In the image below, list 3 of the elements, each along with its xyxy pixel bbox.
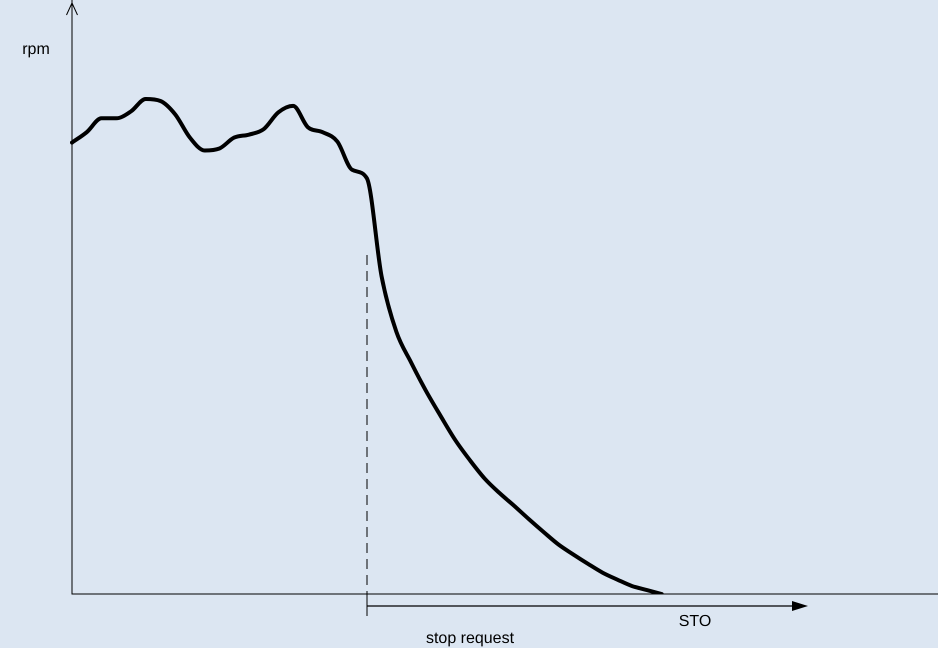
text: stop request bbox=[426, 630, 515, 647]
text: STO bbox=[678, 613, 712, 630]
y-axis-title: rpm bbox=[22, 41, 50, 58]
